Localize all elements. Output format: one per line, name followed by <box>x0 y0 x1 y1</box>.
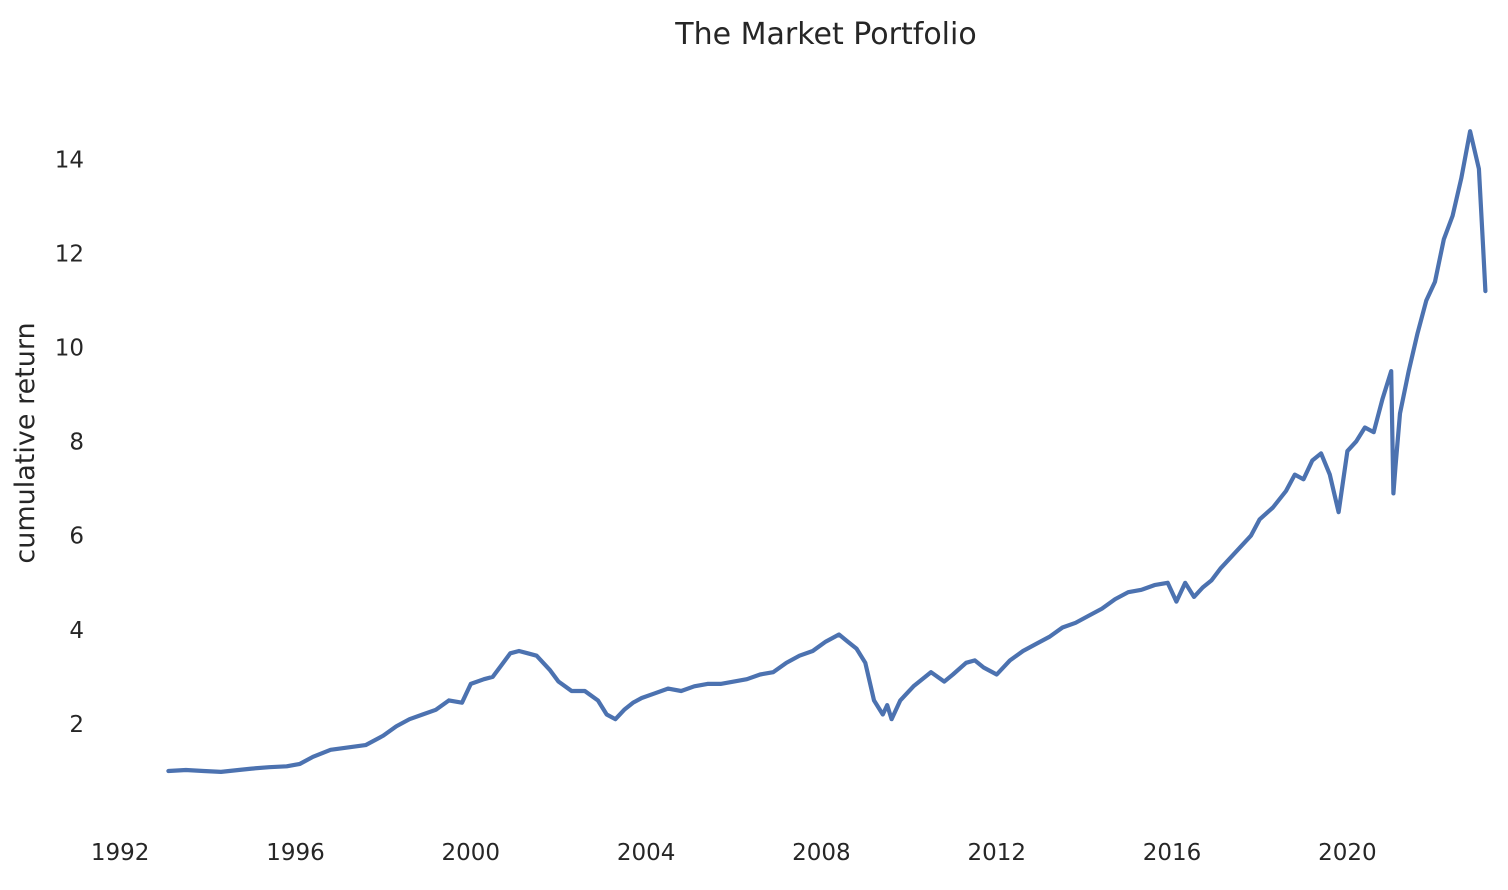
y-axis-ticks: 2 4 6 8 10 12 14 <box>55 147 84 738</box>
y-tick-label: 8 <box>69 430 84 456</box>
x-tick-label: 2016 <box>1143 840 1202 866</box>
y-tick-label: 12 <box>55 241 84 267</box>
y-tick-label: 14 <box>55 147 84 173</box>
x-axis-ticks: 1992 1996 2000 2004 2008 2012 2016 2020 <box>91 840 1377 866</box>
x-tick-label: 2012 <box>967 840 1026 866</box>
y-tick-label: 6 <box>69 524 84 550</box>
y-tick-label: 10 <box>55 336 84 362</box>
x-tick-label: 2004 <box>617 840 676 866</box>
x-tick-label: 2000 <box>442 840 501 866</box>
y-tick-label: 2 <box>69 712 84 738</box>
series-line <box>166 129 1488 775</box>
y-tick-label: 4 <box>69 618 84 644</box>
x-tick-label: 2008 <box>792 840 851 866</box>
x-tick-label: 1992 <box>91 840 150 866</box>
plot-area <box>166 129 1488 775</box>
chart-title: The Market Portfolio <box>674 17 976 52</box>
x-tick-label: 2020 <box>1318 840 1377 866</box>
x-tick-label: 1996 <box>266 840 325 866</box>
y-axis-label: cumulative return <box>10 322 41 563</box>
